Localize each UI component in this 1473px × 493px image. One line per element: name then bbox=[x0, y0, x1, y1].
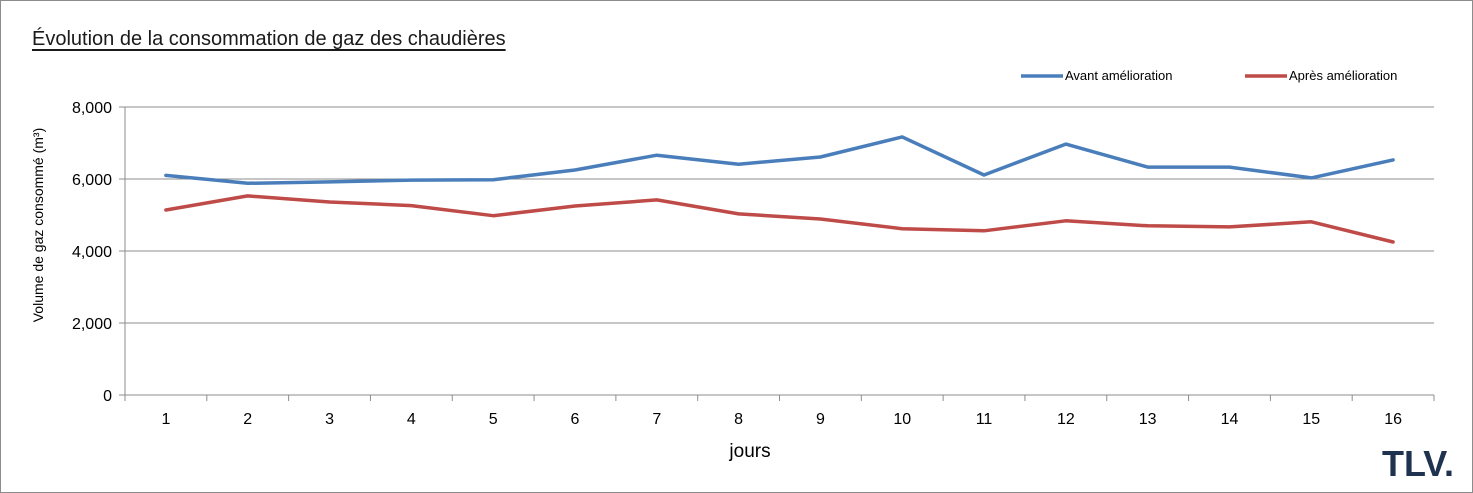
x-tick-label: 12 bbox=[1057, 411, 1075, 428]
tlv-logo: TLV. bbox=[1382, 443, 1454, 484]
x-tick-label: 10 bbox=[893, 411, 911, 428]
x-tick-label: 16 bbox=[1384, 411, 1402, 428]
chart-title: Évolution de la consommation de gaz des … bbox=[32, 28, 506, 50]
y-tick-label: 8,000 bbox=[72, 100, 112, 117]
series-line-2 bbox=[164, 194, 1395, 244]
x-tick-label: 1 bbox=[161, 411, 170, 428]
y-tick-label: 6,000 bbox=[72, 172, 112, 189]
x-axis-ticks: 1 2 3 4 5 6 7 8 9 10 11 12 13 14 15 16 bbox=[124, 395, 1435, 428]
x-tick-label: 8 bbox=[734, 411, 743, 428]
x-tick-label: 3 bbox=[325, 411, 334, 428]
x-tick-label: 5 bbox=[489, 411, 498, 428]
y-tick-label: 2,000 bbox=[72, 316, 112, 333]
legend-label-2: Après amélioration bbox=[1289, 68, 1397, 83]
x-tick-label: 2 bbox=[243, 411, 252, 428]
series-lines bbox=[164, 135, 1395, 244]
x-tick-label: 13 bbox=[1139, 411, 1157, 428]
y-tick-label: 4,000 bbox=[72, 244, 112, 261]
legend: Avant amélioration Après amélioration bbox=[1021, 68, 1397, 83]
x-tick-label: 6 bbox=[571, 411, 580, 428]
x-axis-title: jours bbox=[728, 441, 770, 462]
y-axis-ticks: 0 2,000 4,000 6,000 8,000 bbox=[72, 100, 125, 405]
legend-label-1: Avant amélioration bbox=[1065, 68, 1172, 83]
gridlines bbox=[125, 106, 1434, 324]
series-line-1 bbox=[164, 135, 1395, 186]
x-tick-label: 15 bbox=[1302, 411, 1320, 428]
x-tick-label: 14 bbox=[1221, 411, 1239, 428]
x-tick-label: 9 bbox=[816, 411, 825, 428]
x-tick-label: 4 bbox=[407, 411, 416, 428]
logo-text: TLV. bbox=[1382, 443, 1454, 484]
y-axis-title: Volume de gaz consommé (m³) bbox=[30, 128, 46, 323]
x-tick-label: 7 bbox=[652, 411, 661, 428]
y-tick-label: 0 bbox=[103, 388, 112, 405]
x-tick-label: 11 bbox=[976, 411, 993, 428]
